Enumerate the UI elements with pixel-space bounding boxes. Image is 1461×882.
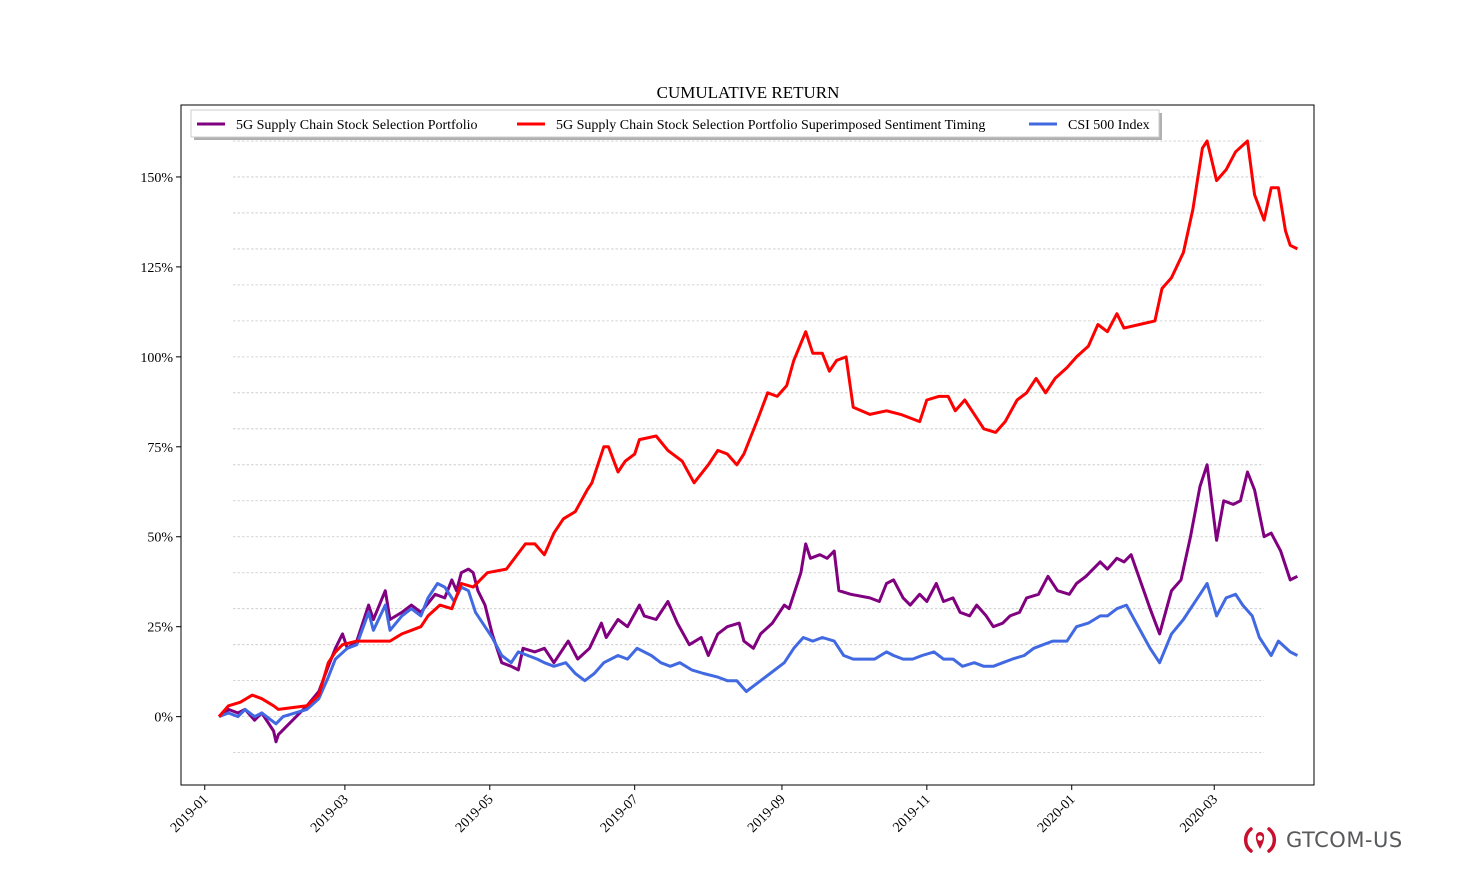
legend: 5G Supply Chain Stock Selection Portfoli… — [190, 109, 1162, 140]
series-layer — [217, 139, 1299, 744]
y-tick-label: 150% — [140, 171, 173, 186]
brand-name: GTCOM-US — [1286, 828, 1403, 852]
x-tick-label: 2019-09 — [745, 792, 789, 836]
x-tick-label: 2019-03 — [308, 792, 352, 836]
x-tick-label: 2019-05 — [453, 792, 497, 836]
brand-logo: GTCOM-US — [1242, 823, 1403, 857]
chart-title: CUMULATIVE RETURN — [657, 83, 840, 102]
series-line-csi500 — [218, 582, 1299, 726]
signal-icon — [1243, 827, 1277, 853]
legend-label-sentiment: 5G Supply Chain Stock Selection Portfoli… — [556, 118, 985, 133]
y-tick-label: 125% — [140, 261, 173, 276]
gridlines — [233, 140, 1264, 754]
y-tick-label: 100% — [140, 351, 173, 366]
x-tick-label: 2020-01 — [1035, 792, 1079, 836]
x-tick-label: 2019-01 — [168, 792, 212, 836]
y-tick-label: 25% — [147, 621, 173, 636]
y-tick-label: 75% — [147, 441, 173, 456]
legend-box — [190, 109, 1160, 138]
x-tick-label: 2019-11 — [890, 792, 933, 835]
series-line-sentiment — [217, 139, 1299, 718]
x-tick-label: 2020-03 — [1177, 792, 1221, 836]
y-axis: 0% 25% 50% 75% 100% 125% 150% — [140, 171, 181, 726]
legend-label-portfolio: 5G Supply Chain Stock Selection Portfoli… — [236, 118, 478, 133]
y-tick-label: 0% — [154, 711, 173, 726]
plot-frame — [180, 104, 1315, 786]
y-tick-label: 50% — [147, 531, 173, 546]
x-axis: 2019-01 2019-03 2019-05 2019-07 2019-09 2019-… — [168, 785, 1221, 836]
legend-label-csi500: CSI 500 Index — [1068, 118, 1150, 133]
series-line-portfolio — [218, 463, 1299, 744]
x-tick-label: 2019-07 — [598, 792, 642, 836]
